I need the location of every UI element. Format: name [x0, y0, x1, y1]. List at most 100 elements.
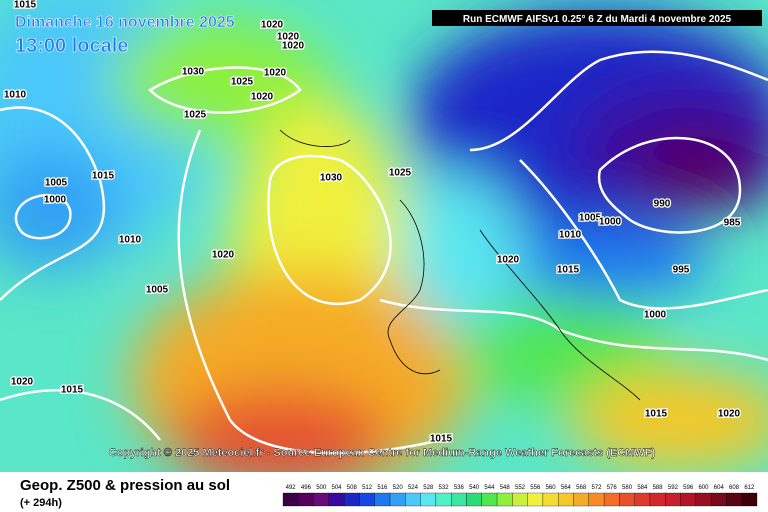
legend-swatch — [680, 492, 696, 507]
legend-swatch — [649, 492, 666, 507]
legend-label: 572 — [591, 485, 602, 491]
date: Dimanche 16 novembre 2025 — [15, 14, 235, 31]
legend-swatch — [741, 492, 758, 507]
legend-swatch — [405, 492, 421, 507]
isobar-label: 990 — [654, 199, 671, 210]
isobar-label: 1000 — [599, 217, 622, 228]
legend-swatch — [665, 492, 681, 507]
legend-swatch — [619, 492, 635, 507]
legend-label: 612 — [744, 485, 755, 491]
isobar-label: 1015 — [645, 409, 668, 420]
legend-label: 524 — [408, 485, 419, 491]
isobar-label: 1005 — [146, 285, 169, 296]
legend-swatch — [588, 492, 605, 507]
legend-label: 596 — [683, 485, 694, 491]
isobar-label: 985 — [724, 218, 741, 229]
isobar-label: 1020 — [282, 41, 305, 52]
legend-swatch — [481, 492, 498, 507]
legend-swatch — [466, 492, 482, 507]
isobar-label: 1020 — [264, 68, 287, 79]
isobar-label: 1020 — [497, 255, 520, 266]
run-box — [432, 10, 762, 26]
legend-swatch — [603, 492, 620, 507]
legend-label: 512 — [362, 485, 373, 491]
legend-label: 584 — [637, 485, 648, 491]
footer-lead: (+ 294h) — [20, 497, 62, 509]
legend-swatch — [558, 492, 574, 507]
isobar-label: 1020 — [277, 32, 300, 43]
legend-label: 576 — [607, 485, 618, 491]
legend-label: 528 — [423, 485, 434, 491]
isobar-label: 1020 — [718, 409, 741, 420]
legend-label: 548 — [500, 485, 511, 491]
copyright: Copyright © 2025 Meteociel.fr - Source E… — [109, 447, 656, 459]
legend-swatch — [298, 492, 314, 507]
time: 13:00 locale — [15, 35, 128, 57]
legend-label: 608 — [729, 485, 740, 491]
legend-label: 580 — [622, 485, 633, 491]
isobar-label: 1000 — [44, 195, 67, 206]
footer-title: Geop. Z500 & pression au sol — [20, 477, 230, 494]
legend-label: 604 — [714, 485, 725, 491]
legend-swatch — [726, 492, 742, 507]
legend-swatch — [527, 492, 544, 507]
isobar-labels: 1015 1020 1020 1020 1010 1030 1025 1020 … — [3, 0, 742, 446]
legend-label: 504 — [332, 485, 343, 491]
isobar-label: 1005 — [579, 213, 602, 224]
legend-label: 544 — [484, 485, 495, 491]
legend-swatch — [328, 492, 345, 507]
legend-swatch — [451, 492, 467, 507]
legend-label: 540 — [469, 485, 480, 491]
isobar-label: 1015 — [61, 385, 84, 396]
legend-swatch — [359, 492, 375, 507]
legend-label: 520 — [393, 485, 404, 491]
legend-swatch — [420, 492, 437, 507]
legend-label: 532 — [439, 485, 450, 491]
legend-label: 568 — [576, 485, 587, 491]
legend-swatch — [573, 492, 589, 507]
isobar-label: 995 — [673, 265, 690, 276]
legend-swatch — [512, 492, 528, 507]
isobar-lines — [0, 50, 768, 455]
coastlines — [279, 129, 641, 401]
legend-swatch — [344, 492, 360, 507]
legend-swatch — [435, 492, 452, 507]
isobar-label: 1000 — [644, 310, 667, 321]
legend-label: 552 — [515, 485, 526, 491]
isobar-label: 1015 — [557, 265, 580, 276]
isobar-label: 1010 — [559, 230, 582, 241]
legend-label: 556 — [530, 485, 541, 491]
legend-swatch — [496, 492, 513, 507]
isobar-label: 1015 — [92, 171, 115, 182]
legend-swatch — [542, 492, 559, 507]
legend-label: 560 — [546, 485, 557, 491]
isobar-label: 1010 — [4, 90, 27, 101]
legend-swatch — [389, 492, 406, 507]
legend-swatch — [634, 492, 651, 507]
legend-label: 500 — [316, 485, 327, 491]
isobar-label: 1030 — [182, 67, 205, 78]
field — [0, 0, 768, 472]
isobar-label: 1025 — [389, 168, 412, 179]
isobar-label: 1020 — [212, 250, 235, 261]
legend-swatch — [282, 492, 299, 507]
legend-swatch — [374, 492, 391, 507]
isobar-label: 1015 — [14, 0, 37, 11]
isobar-label: 1025 — [231, 77, 254, 88]
legend-label: 592 — [668, 485, 679, 491]
legend: 492 496 500 504 508 512 516 520 524 528 532 536 540 5… — [282, 485, 758, 507]
legend-label: 564 — [561, 485, 572, 491]
isobar-label: 1020 — [261, 20, 284, 31]
legend-swatch — [313, 492, 330, 507]
legend-label: 508 — [347, 485, 358, 491]
isobar-label: 1020 — [251, 92, 274, 103]
isobar-label: 1015 — [430, 434, 453, 445]
legend-label: 600 — [698, 485, 709, 491]
legend-label: 536 — [454, 485, 465, 491]
isobar-label: 1005 — [45, 178, 68, 189]
isobar-label: 1030 — [320, 173, 343, 184]
legend-swatch — [710, 492, 727, 507]
legend-swatch — [695, 492, 712, 507]
